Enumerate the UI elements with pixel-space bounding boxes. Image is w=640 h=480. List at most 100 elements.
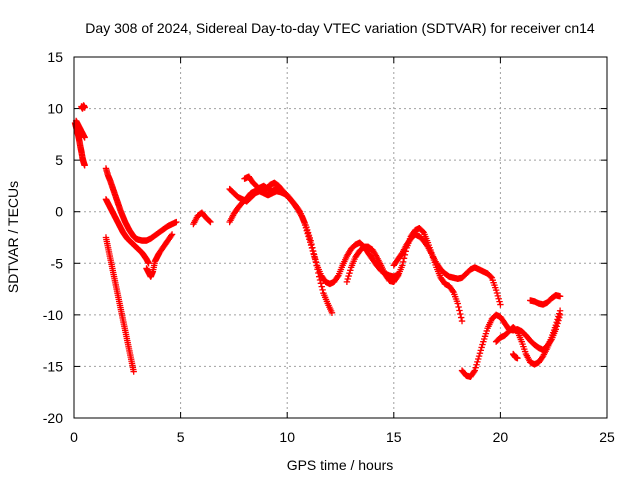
data-point: [471, 367, 479, 374]
series-arc-11: [343, 225, 466, 325]
series-arc-6: [143, 231, 176, 280]
series-arc-5: [102, 196, 152, 267]
data-point: [475, 352, 483, 360]
y-tick-label: -10: [43, 307, 63, 323]
plot-frame: [73, 56, 608, 419]
data-point: [317, 280, 325, 287]
series-arc-15: [509, 350, 521, 362]
data-point: [458, 317, 466, 325]
data-point: [487, 273, 495, 281]
x-tick-label: 20: [493, 429, 509, 445]
data-point: [554, 316, 561, 323]
data-point: [303, 227, 311, 234]
data-point: [552, 321, 560, 329]
data-point: [475, 355, 482, 363]
data-point: [145, 260, 152, 267]
data-point: [470, 368, 478, 375]
data-point: [301, 218, 308, 226]
data-point: [477, 347, 484, 354]
data-point: [310, 250, 317, 257]
y-tick-label: 10: [47, 101, 63, 117]
data-point: [456, 307, 463, 314]
data-point: [514, 354, 521, 362]
y-tick-label: 0: [55, 204, 63, 220]
data-point: [454, 300, 461, 307]
series-arc-7: [190, 209, 214, 228]
data-point: [399, 258, 407, 266]
x-tick-label: 25: [599, 429, 615, 445]
y-tick-label: -5: [51, 255, 64, 271]
data-point: [168, 232, 175, 239]
series-arc-10: [241, 173, 402, 288]
y-axis-label: SDTVAR / TECUs: [5, 181, 21, 293]
data-point: [319, 286, 326, 294]
data-point: [492, 286, 500, 294]
data-point: [399, 262, 406, 269]
x-tick-label: 5: [177, 429, 185, 445]
data-point: [472, 364, 479, 371]
data-point: [556, 310, 563, 317]
data-point: [206, 218, 213, 225]
data-point: [496, 298, 503, 305]
data-point: [494, 292, 502, 300]
series-arc-4: [102, 165, 180, 244]
series-arc-3: [102, 234, 137, 375]
data-point: [346, 269, 353, 277]
y-tick-label: -15: [43, 358, 63, 374]
data-point: [312, 259, 320, 266]
data-point: [295, 207, 303, 214]
data-point: [457, 310, 464, 318]
data-point: [556, 293, 564, 300]
x-tick-label: 15: [386, 429, 402, 445]
series-arc-12: [390, 231, 504, 308]
series-arc-8: [226, 182, 280, 226]
series-arc-1b: [72, 117, 88, 141]
data-point: [307, 241, 315, 249]
data-point: [305, 233, 312, 240]
x-tick-label: 10: [279, 429, 295, 445]
data-point: [173, 218, 180, 226]
data-point: [130, 368, 137, 375]
data-layer: [71, 102, 564, 380]
data-point: [301, 221, 309, 229]
data-point: [493, 289, 501, 297]
data-point: [344, 275, 351, 283]
data-point: [553, 319, 560, 326]
y-tick-label: 5: [55, 152, 63, 168]
data-point: [476, 350, 484, 357]
data-point: [473, 361, 480, 368]
data-point: [308, 244, 316, 252]
data-point: [449, 287, 456, 295]
data-point: [347, 267, 354, 274]
y-tick-label: -20: [43, 410, 63, 426]
data-point: [394, 273, 401, 281]
series-arc-14: [492, 307, 564, 368]
data-point: [304, 230, 311, 237]
data-point: [345, 272, 352, 280]
data-point: [495, 295, 502, 302]
data-point: [311, 253, 318, 260]
data-point: [81, 162, 88, 169]
data-point: [343, 278, 351, 286]
data-point: [334, 273, 341, 281]
data-point: [307, 239, 314, 246]
x-tick-label: 0: [70, 429, 78, 445]
data-point: [168, 231, 176, 238]
data-point: [81, 104, 88, 111]
data-point: [302, 224, 310, 232]
data-point: [207, 218, 214, 226]
data-point: [306, 236, 313, 243]
x-axis-label: GPS time / hours: [287, 457, 394, 473]
data-point: [309, 247, 316, 255]
data-point: [556, 307, 564, 314]
data-point: [328, 309, 336, 316]
chart-title: Day 308 of 2024, Sidereal Day-to-day VTE…: [85, 20, 595, 36]
series-arc-16: [527, 292, 564, 308]
data-point: [479, 341, 486, 348]
data-point: [318, 283, 325, 290]
data-point: [555, 313, 562, 320]
data-point: [497, 301, 504, 308]
data-point: [81, 134, 88, 141]
data-point: [478, 344, 485, 351]
